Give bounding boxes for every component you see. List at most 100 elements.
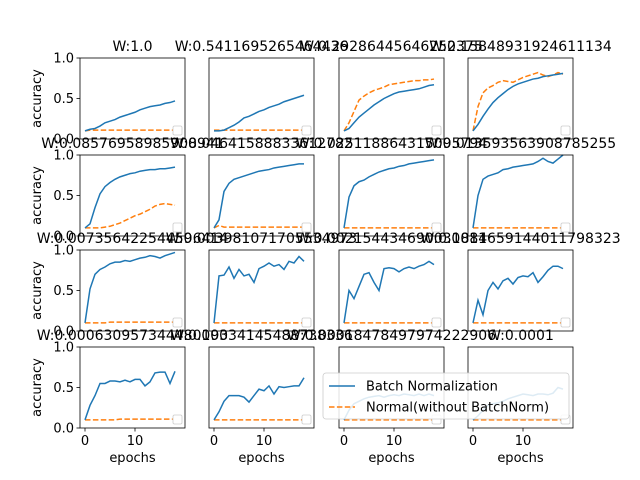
subplot-grid: W:1.0 0.0 0.5 1.0 accuracy W:0.54116952654644… (30, 39, 621, 466)
subplot-legend-box (172, 414, 183, 425)
series-line-batch-normalization (472, 72, 564, 132)
x-axis-label: epochs (109, 451, 156, 466)
subplot-title: W:0.00018478497974222906 (287, 328, 496, 344)
y-axis-label: accuracy (30, 358, 45, 417)
subplot-title: W:0.04641588833612782 (170, 136, 353, 152)
y-tick-label: 0.5 (53, 381, 74, 396)
axes-frame (338, 249, 445, 332)
x-axis-label: epochs (238, 451, 285, 466)
subplot-legend-box (431, 125, 442, 136)
subplot-legend-box (172, 125, 183, 136)
subplot-title: W:0.15848931924611134 (429, 39, 612, 55)
y-tick-label: 1.0 (53, 341, 74, 356)
series-line-batch-normalization (84, 166, 176, 229)
y-tick-label: 0.5 (53, 189, 74, 204)
y-tick-label: 0.0 (53, 325, 74, 340)
series-line-batch-normalization (343, 159, 435, 229)
x-tick-label: 10 (515, 434, 532, 449)
x-axis-label: epochs (368, 451, 415, 466)
legend-frame (322, 372, 570, 420)
series-line-batch-normalization (84, 371, 176, 421)
series-line-normal (85, 202, 176, 229)
series-line-batch-normalization (213, 255, 305, 323)
axes-frame (208, 249, 315, 332)
series-line-normal (213, 224, 304, 229)
subplot-legend-box (301, 222, 312, 233)
y-tick-label: 0.5 (53, 92, 74, 107)
series-line-batch-normalization (84, 100, 176, 132)
x-tick-label: 10 (386, 434, 403, 449)
y-tick-label: 1.0 (53, 52, 74, 67)
series-line-batch-normalization (84, 251, 176, 324)
y-tick-label: 0.5 (53, 284, 74, 299)
series-line-normal (85, 321, 175, 324)
x-tick-label: 10 (256, 434, 273, 449)
subplot: W:0.04641588833612782 (170, 136, 353, 237)
subplot-legend-box (301, 317, 312, 328)
subplot: W:0.00034145488738336 0 10 epochs (170, 328, 353, 466)
series-line-batch-normalization (472, 265, 564, 324)
y-tick-label: 1.0 (53, 149, 74, 164)
axes-frame (467, 154, 574, 237)
subplot: W:0.013593563908785255 (425, 136, 616, 237)
series-line-batch-normalization (343, 83, 435, 132)
subplot-title: W:1.0 (112, 39, 152, 55)
axes-frame (208, 57, 315, 140)
x-tick-label: 0 (469, 434, 477, 449)
subplot: W:0.0011659144011798323 (420, 231, 621, 332)
x-tick-label: 0 (81, 434, 89, 449)
y-tick-label: 0.0 (53, 422, 74, 437)
subplot-title: W:0.025118864315095794 (296, 136, 488, 152)
x-axis-label: epochs (497, 451, 544, 466)
series-line-batch-normalization (213, 163, 304, 229)
subplot: W:0.0006309573444801930.00.51.0accuracy0… (30, 328, 228, 466)
legend-label: Batch Normalization (366, 380, 498, 395)
subplot-legend-box (301, 125, 312, 136)
subplot-title: W:0.5411695265464436 (175, 39, 349, 55)
subplot: W:0.003981071705534973 (166, 231, 357, 332)
subplot-legend-box (431, 222, 442, 233)
axes-frame (338, 154, 445, 237)
subplot: W:0.15848931924611134 (429, 39, 612, 140)
subplot-title: W:0.002154434690031884 (296, 231, 488, 247)
axes-frame (467, 57, 574, 140)
subplot-legend-box (172, 222, 183, 233)
axes-frame (208, 154, 315, 237)
y-axis-label: accuracy (30, 261, 45, 320)
subplot-title: W:0.08576958985908941 (41, 136, 224, 152)
y-tick-label: 1.0 (53, 244, 74, 259)
series-line-batch-normalization (472, 154, 564, 229)
axes-frame (467, 249, 574, 332)
subplot-legend-box (431, 317, 442, 328)
subplot-title: W:0.007356422544596414 (37, 231, 229, 247)
subplot-title: W:0.00034145488738336 (170, 328, 353, 344)
y-axis-label: accuracy (30, 69, 45, 128)
axes-frame (338, 57, 445, 140)
subplot-title: W:0.013593563908785255 (425, 136, 616, 152)
y-tick-label: 0.0 (53, 133, 74, 148)
subplot-legend-box (560, 125, 571, 136)
subplot: W:0.29286445646252375 (300, 39, 483, 140)
subplot-title: W:0.29286445646252375 (300, 39, 483, 55)
subplot-title: W:0.0011659144011798323 (420, 231, 620, 247)
legend-label: Normal(without BatchNorm) (366, 401, 549, 416)
axes-frame (208, 346, 315, 429)
series-line-normal (472, 71, 564, 132)
subplot-legend-box (172, 317, 183, 328)
subplot-legend-box (560, 317, 571, 328)
series-line-normal (85, 418, 175, 421)
y-tick-label: 0.0 (53, 230, 74, 245)
x-tick-label: 0 (340, 434, 348, 449)
subplot-title: W:0.003981071705534973 (166, 231, 357, 247)
series-line-batch-normalization (213, 377, 305, 421)
y-axis-label: accuracy (30, 166, 45, 225)
subplot: W:0.025118864315095794 (296, 136, 488, 237)
series-line-batch-normalization (343, 260, 435, 324)
subplot-legend-box (301, 414, 312, 425)
series-line-batch-normalization (214, 94, 305, 132)
series-line-normal (343, 78, 435, 132)
subplot: W:0.002154434690031884 (296, 231, 488, 332)
legend: Batch Normalization Normal(without BatchN… (322, 372, 570, 420)
